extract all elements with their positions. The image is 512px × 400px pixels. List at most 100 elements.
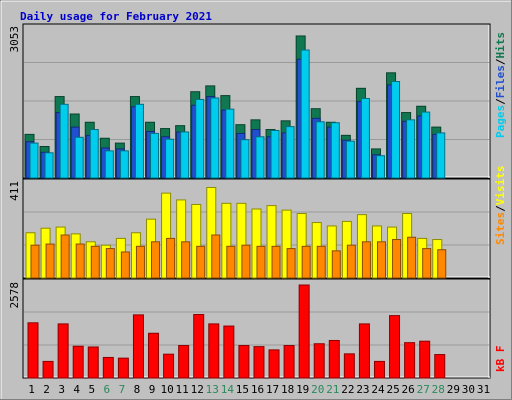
bar-pages-day-25: [391, 81, 401, 179]
bar-pages-day-20: [315, 121, 325, 179]
day-label-14: 14: [221, 383, 235, 396]
hits-files-pages-panel: [22, 23, 491, 179]
day-label-18: 18: [281, 383, 294, 396]
bar-kb-f-day-21: [328, 339, 340, 379]
day-label-28: 28: [432, 383, 445, 396]
day-label-24: 24: [371, 383, 385, 396]
bar-sites-day-21: [331, 250, 341, 279]
bar-sites-day-6: [105, 248, 115, 279]
day-label-31: 31: [477, 383, 490, 396]
legend-text: /: [494, 205, 507, 212]
bar-sites-day-11: [181, 241, 191, 279]
day-label-1: 1: [28, 383, 35, 396]
day-label-19: 19: [296, 383, 309, 396]
legend-text: Hits: [494, 32, 507, 59]
day-label-8: 8: [134, 383, 141, 396]
kbytes-max-label: 2578: [8, 282, 21, 309]
bar-pages-day-4: [74, 136, 84, 179]
bar-pages-day-26: [406, 119, 416, 179]
bar-sites-day-20: [316, 245, 326, 279]
bar-kb-f-day-12: [193, 314, 205, 379]
bar-sites-day-28: [437, 249, 447, 279]
bar-kb-f-day-3: [57, 323, 69, 379]
day-label-13: 13: [206, 383, 219, 396]
day-label-30: 30: [462, 383, 475, 396]
bar-sites-day-19: [301, 245, 311, 279]
bar-sites-day-1: [30, 244, 40, 279]
bar-kb-f-day-19: [298, 284, 310, 379]
bar-kb-f-day-10: [163, 353, 175, 379]
day-label-16: 16: [251, 383, 264, 396]
day-label-5: 5: [88, 383, 95, 396]
day-axis-labels: 1 2 3 4 5 6 7 8 9 10 11 12 13 14 15 16 17 18 19 20 21 22 23 24 2…: [28, 383, 490, 396]
kbytes-legend: kB F: [494, 346, 507, 373]
day-label-22: 22: [341, 383, 354, 396]
legend-text: /: [494, 98, 507, 105]
day-label-3: 3: [58, 383, 65, 396]
chart-title: Daily usage for February 2021: [20, 10, 212, 23]
bar-pages-day-22: [345, 140, 355, 179]
bar-kb-f-day-13: [208, 323, 220, 379]
bar-kb-f-day-25: [389, 315, 401, 379]
bar-pages-day-19: [300, 49, 310, 179]
bar-kb-f-day-8: [132, 314, 144, 379]
bar-pages-day-16: [255, 136, 265, 179]
bar-sites-day-25: [392, 239, 402, 279]
legend-text: kB F: [494, 346, 507, 373]
day-label-25: 25: [386, 383, 399, 396]
day-label-12: 12: [191, 383, 204, 396]
bar-sites-day-27: [422, 248, 432, 279]
bar-kb-f-day-26: [404, 342, 416, 379]
bar-pages-day-23: [360, 97, 370, 179]
bar-kb-f-day-28: [434, 354, 446, 379]
day-label-10: 10: [160, 383, 173, 396]
day-label-26: 26: [402, 383, 415, 396]
bar-kb-f-day-5: [87, 346, 99, 379]
bar-pages-day-5: [89, 129, 99, 179]
legend-text: Files: [494, 65, 507, 98]
day-label-20: 20: [311, 383, 324, 396]
legend-text: Sites: [494, 212, 507, 245]
bar-kb-f-day-9: [148, 332, 160, 379]
bar-pages-day-17: [270, 129, 280, 179]
bar-kb-f-day-6: [102, 356, 114, 379]
legend-text: Pages: [494, 105, 507, 138]
day-label-7: 7: [119, 383, 126, 396]
bar-kb-f-day-1: [27, 322, 39, 379]
day-label-6: 6: [104, 383, 111, 396]
bar-pages-day-9: [150, 132, 160, 179]
bar-sites-day-23: [361, 241, 371, 279]
bar-sites-day-24: [376, 241, 386, 279]
bar-sites-day-26: [407, 236, 417, 279]
bar-kb-f-day-7: [117, 357, 129, 379]
bar-kb-f-day-24: [373, 360, 385, 379]
day-label-17: 17: [266, 383, 279, 396]
bar-sites-day-4: [75, 243, 85, 279]
bar-kb-f-day-4: [72, 345, 84, 379]
bar-kb-f-day-27: [419, 340, 431, 379]
legend-text: /: [494, 58, 507, 65]
day-label-21: 21: [326, 383, 339, 396]
bar-pages-day-18: [285, 126, 295, 179]
bar-pages-day-6: [104, 150, 114, 179]
bar-pages-day-13: [210, 97, 220, 179]
bar-sites-day-8: [135, 245, 145, 279]
bar-kb-f-day-23: [358, 323, 370, 379]
bar-kb-f-day-16: [253, 346, 265, 379]
bar-sites-day-9: [151, 241, 161, 279]
bar-sites-day-16: [256, 245, 266, 279]
bar-kb-f-day-22: [343, 353, 355, 379]
bar-pages-day-12: [195, 98, 205, 179]
bar-sites-day-10: [166, 237, 176, 279]
day-label-2: 2: [43, 383, 50, 396]
bar-pages-day-28: [436, 132, 446, 179]
bar-sites-day-14: [226, 245, 236, 279]
bar-pages-day-24: [375, 155, 385, 179]
bar-kb-f-day-14: [223, 325, 235, 379]
bar-pages-day-8: [134, 103, 144, 179]
bar-pages-day-11: [180, 131, 190, 179]
bar-sites-day-13: [211, 234, 221, 279]
bar-kb-f-day-11: [178, 345, 190, 379]
bar-pages-day-10: [165, 138, 175, 179]
bar-sites-day-5: [90, 245, 100, 279]
